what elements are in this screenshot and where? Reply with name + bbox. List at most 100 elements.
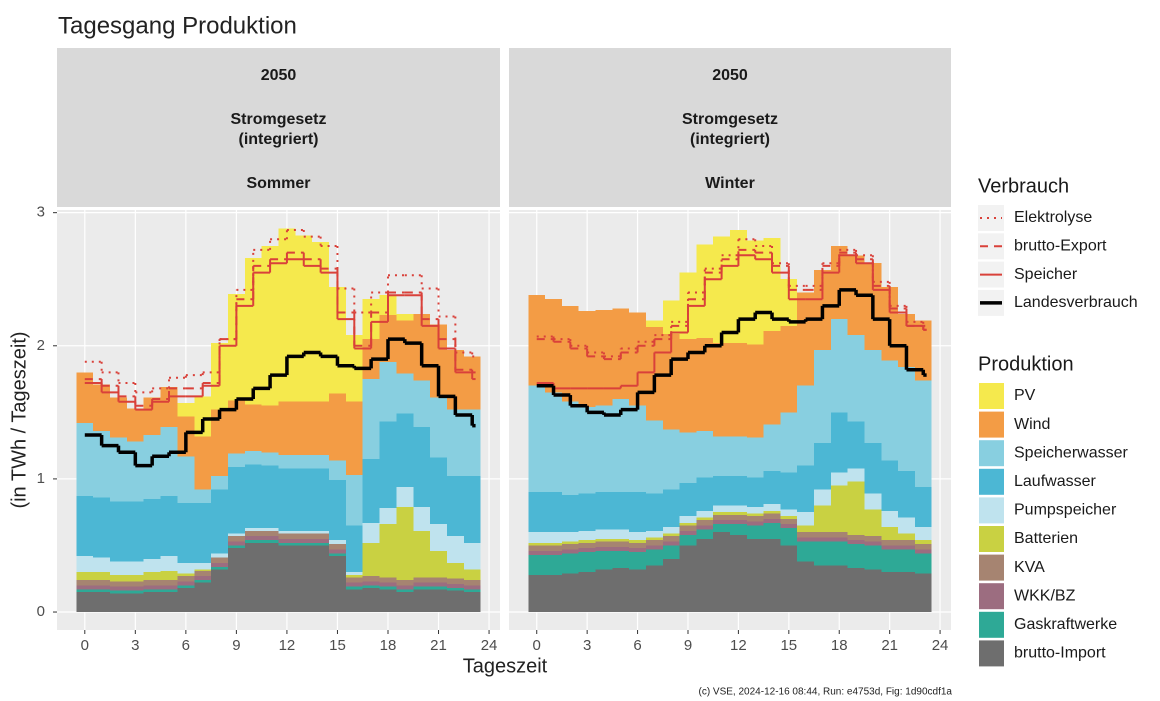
area-segment	[126, 590, 144, 594]
area-segment	[413, 577, 431, 583]
area-segment	[612, 568, 630, 613]
area-segment	[561, 494, 579, 533]
area-segment	[713, 514, 730, 521]
area-segment	[595, 529, 613, 539]
area-segment	[713, 505, 730, 513]
strip-background	[509, 48, 951, 207]
area-segment	[93, 557, 111, 573]
x-tick-label: 6	[633, 637, 641, 654]
area-segment	[914, 549, 932, 554]
area-segment	[177, 562, 195, 574]
area-segment	[143, 558, 161, 573]
area-segment	[76, 372, 94, 423]
strip-label: (integriert)	[239, 131, 319, 148]
area-segment	[864, 569, 882, 613]
area-segment	[545, 299, 562, 393]
area-segment	[914, 380, 932, 487]
area-segment	[312, 533, 330, 539]
area-segment	[780, 545, 798, 613]
area-segment	[261, 540, 279, 543]
area-segment	[379, 589, 397, 613]
area-segment	[730, 343, 747, 437]
area-segment	[662, 541, 680, 546]
area-segment	[194, 576, 212, 581]
area-segment	[244, 404, 262, 451]
area-segment	[463, 409, 481, 477]
legend-title: Verbrauch	[978, 175, 1069, 197]
area-segment	[864, 493, 882, 510]
area-segment	[696, 430, 714, 478]
area-segment	[561, 305, 579, 402]
strip-label: Winter	[705, 175, 755, 192]
area-segment	[312, 401, 330, 455]
area-segment	[312, 545, 330, 613]
x-tick-label: 6	[182, 637, 190, 654]
x-tick-label: 24	[932, 637, 949, 654]
area-segment	[244, 450, 262, 465]
y-tick-label: 2	[37, 337, 45, 354]
area-segment	[177, 403, 195, 417]
area-segment	[261, 245, 279, 406]
legend-label: Speicherwasser	[1014, 444, 1129, 461]
area-segment	[814, 537, 831, 542]
area-segment	[396, 589, 414, 593]
area-segment	[545, 532, 562, 543]
area-segment	[763, 538, 781, 613]
area-segment	[430, 457, 447, 525]
area-segment	[696, 337, 714, 431]
area-segment	[881, 545, 899, 550]
area-segment	[730, 514, 747, 521]
area-segment	[446, 584, 464, 589]
area-segment	[362, 299, 380, 340]
area-segment	[914, 553, 932, 574]
legend-label: KVA	[1014, 559, 1045, 576]
area-segment	[76, 556, 94, 573]
area-segment	[898, 549, 915, 573]
area-segment	[76, 580, 94, 586]
area-segment	[763, 237, 781, 332]
area-segment	[396, 506, 414, 581]
x-tick-label: 18	[380, 637, 397, 654]
area-segment	[295, 235, 313, 402]
area-segment	[797, 561, 815, 613]
area-segment	[528, 542, 546, 546]
area-segment	[446, 409, 464, 477]
area-segment	[561, 549, 579, 554]
area-segment	[629, 569, 646, 613]
area-segment	[545, 545, 562, 551]
area-segment	[679, 482, 697, 517]
area-segment	[780, 518, 798, 525]
area-segment	[645, 493, 663, 531]
area-segment	[881, 526, 899, 541]
area-segment	[662, 429, 680, 490]
area-segment	[914, 320, 932, 381]
area-segment	[345, 589, 363, 613]
area-segment	[379, 586, 397, 590]
area-segment	[227, 466, 245, 534]
area-segment	[194, 570, 212, 577]
area-segment	[446, 588, 464, 591]
area-segment	[679, 534, 697, 546]
area-segment	[545, 492, 562, 533]
area-segment	[864, 349, 882, 443]
area-segment	[645, 537, 663, 541]
area-segment	[746, 538, 764, 613]
area-segment	[295, 530, 313, 534]
area-segment	[847, 568, 865, 613]
area-segment	[545, 392, 562, 493]
area-segment	[847, 481, 865, 535]
area-segment	[379, 582, 397, 587]
area-segment	[645, 540, 663, 546]
area-segment	[746, 513, 764, 517]
area-segment	[898, 517, 915, 534]
caption: (c) VSE, 2024-12-16 08:44, Run: e4753d, …	[698, 687, 952, 698]
x-tick-label: 0	[533, 637, 541, 654]
area-segment	[329, 556, 346, 613]
area-segment	[430, 324, 447, 398]
area-segment	[797, 541, 815, 562]
area-segment	[227, 533, 245, 537]
area-segment	[227, 541, 245, 546]
area-segment	[713, 532, 730, 613]
area-segment	[295, 454, 313, 469]
area-segment	[227, 536, 245, 542]
